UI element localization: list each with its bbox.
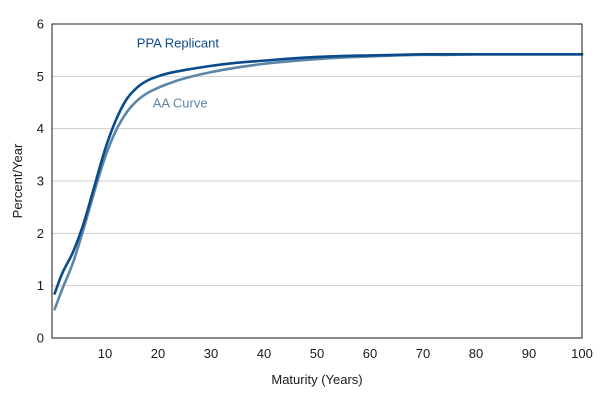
y-tick-label: 6 [37, 17, 44, 32]
x-tick-label: 90 [522, 346, 536, 361]
x-tick-label: 10 [98, 346, 112, 361]
y-tick-label: 2 [37, 226, 44, 241]
x-tick-label: 50 [310, 346, 324, 361]
y-tick-label: 3 [37, 174, 44, 189]
y-axis-tick-labels: 0 1 2 3 4 5 6 [37, 17, 44, 346]
x-tick-label: 20 [151, 346, 165, 361]
series-labels: PPA Replicant AA Curve [137, 36, 220, 111]
plot-frame [51, 23, 583, 339]
x-tick-label: 40 [257, 346, 271, 361]
x-tick-label: 100 [571, 346, 593, 361]
x-tick-label: 30 [204, 346, 218, 361]
series-label-aa-curve: AA Curve [153, 96, 208, 111]
x-tick-label: 60 [363, 346, 377, 361]
x-axis-tick-labels: 10 20 30 40 50 60 70 80 90 100 [98, 346, 593, 361]
x-tick-label: 70 [416, 346, 430, 361]
y-axis-title: Percent/Year [10, 143, 25, 218]
series-label-ppa-replicant: PPA Replicant [137, 36, 220, 51]
y-tick-label: 4 [37, 121, 44, 136]
x-tick-label: 80 [469, 346, 483, 361]
x-axis-title: Maturity (Years) [271, 372, 362, 387]
y-tick-label: 5 [37, 69, 44, 84]
series-line-ppa-replicant [53, 53, 584, 295]
grid-lines [52, 75, 582, 287]
y-tick-label: 1 [37, 278, 44, 293]
series-lines [53, 53, 584, 311]
y-tick-label: 0 [37, 331, 44, 346]
